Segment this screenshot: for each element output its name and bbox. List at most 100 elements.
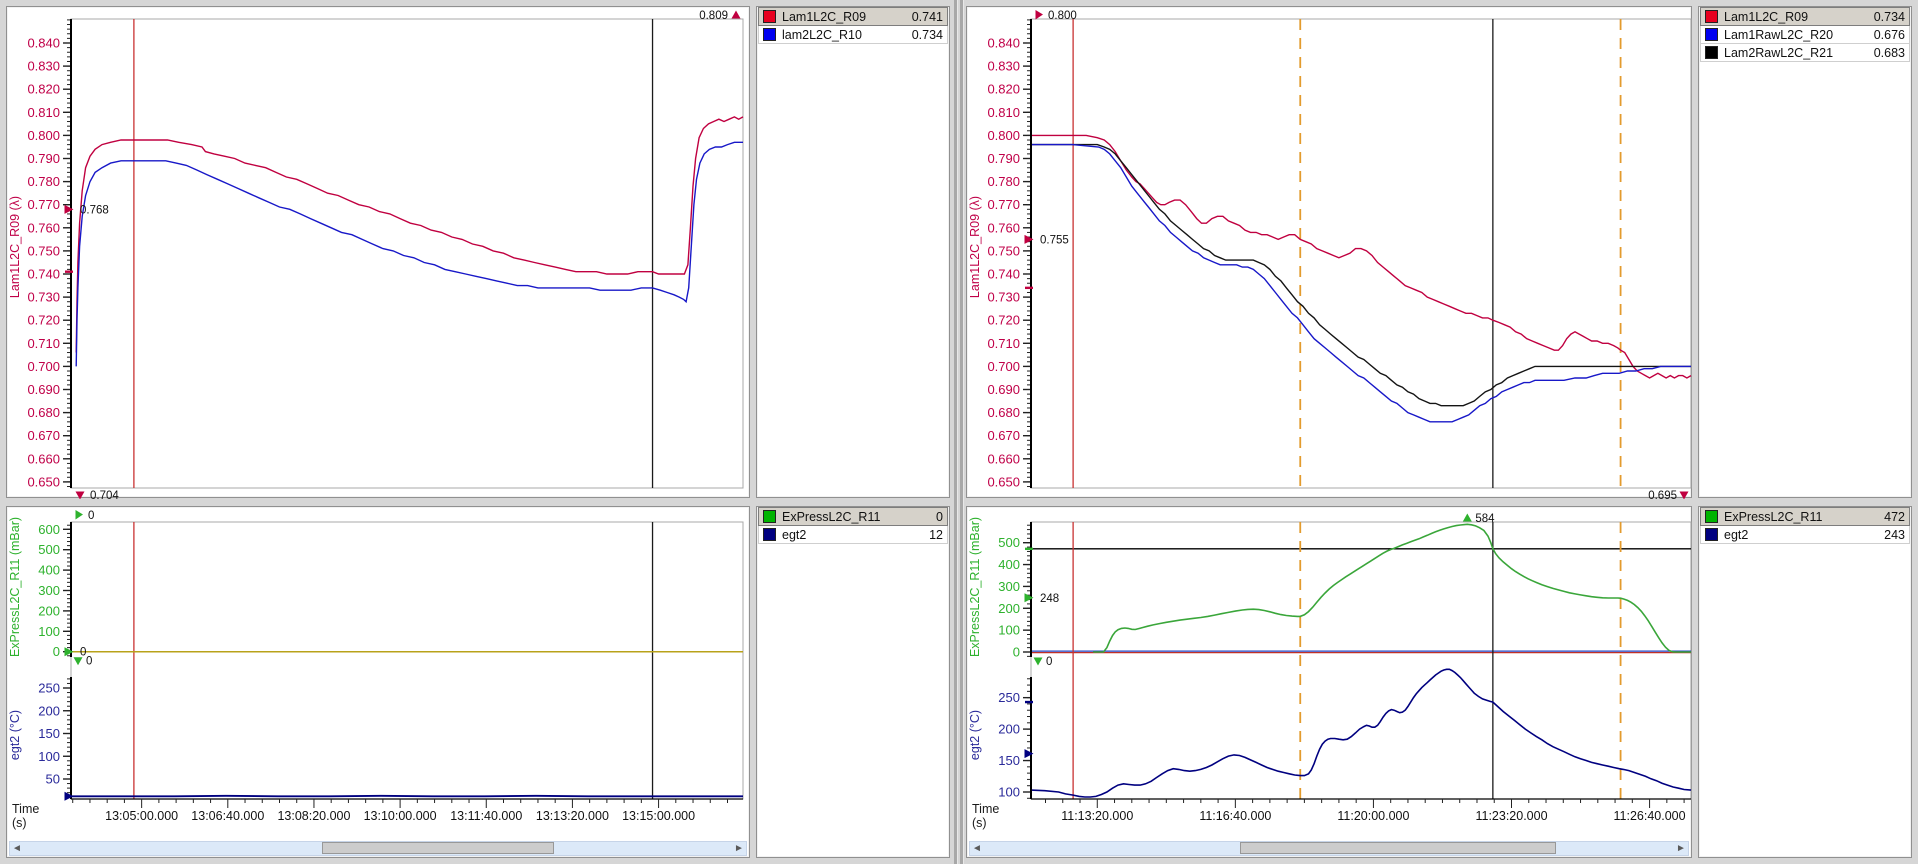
time-tick-label: 11:20:00.000 <box>1337 809 1409 823</box>
scrollbar-track[interactable] <box>985 842 1673 855</box>
min-value-label: 0 <box>1046 656 1052 668</box>
current-value-arrow-icon <box>64 204 74 214</box>
time-axis-unit-label: (s) <box>12 816 27 830</box>
y-axis-title: Lam1L2C_R09 (λ) <box>8 196 22 298</box>
y-tick-label: 0 <box>1013 645 1020 660</box>
time-tick-label: 13:10:00.000 <box>364 809 437 823</box>
top-left-chart-panel: 0.840 0.830 0.820 0.810 0.800 0.790 0.780 0.770… <box>6 6 751 499</box>
scrollbar-thumb[interactable] <box>1239 842 1557 854</box>
plot-border <box>70 521 744 800</box>
y-tick-label: 500 <box>998 535 1020 550</box>
time-tick-label: 13:13:20.000 <box>536 809 609 823</box>
series-label: Lam1RawL2C_R20 <box>1724 27 1834 42</box>
y-tick-label: 250 <box>38 681 60 696</box>
y-axis-title: Lam1L2C_R09 (λ) <box>968 196 982 298</box>
time-axis-unit-label: (s) <box>972 816 987 830</box>
scrollbar-thumb[interactable] <box>321 842 555 854</box>
legend-row-egt2[interactable]: egt2 243 <box>1700 525 1910 544</box>
min-marker-icon <box>1033 657 1043 666</box>
scroll-left-arrow-icon[interactable]: ◄ <box>972 843 982 854</box>
y-tick-label: 100 <box>38 624 60 639</box>
scroll-right-arrow-icon[interactable]: ► <box>1676 843 1686 854</box>
current-value-label: 0 <box>80 647 86 659</box>
time-scrollbar[interactable]: ◄ ► <box>969 841 1689 856</box>
y-tick-label: 0 <box>53 644 60 659</box>
vertical-splitter[interactable] <box>952 0 966 864</box>
series-label: lam2L2C_R10 <box>782 27 862 42</box>
series-value: 0.741 <box>911 9 943 24</box>
series-color-swatch <box>763 510 776 523</box>
series-color-swatch <box>763 528 776 541</box>
pressure-egt-chart-2[interactable]: 500 400 300 200 100 0 ExPressL2C_R11 (mBar) 250… <box>967 507 1693 859</box>
min-value-label: 0 <box>86 656 92 668</box>
series-ExPressL2C_R11 <box>1093 523 1691 653</box>
scroll-left-arrow-icon[interactable]: ◄ <box>12 843 22 854</box>
y-tick-label: 0.650 <box>27 474 60 489</box>
legend-row-Lam1RawL2C_R20[interactable]: Lam1RawL2C_R20 0.676 <box>1700 25 1910 44</box>
y-tick-label: 0.750 <box>27 243 60 258</box>
series-label: ExPressL2C_R11 <box>782 509 881 524</box>
y-axis-title: ExPressL2C_R11 (mBar) <box>968 517 982 657</box>
y-axis-title: egt2 (°C) <box>8 710 22 760</box>
time-tick-label: 13:05:00.000 <box>105 809 178 823</box>
bottom-right-chart-panel: 500 400 300 200 100 0 ExPressL2C_R11 (mBar) 250… <box>966 506 1692 858</box>
max-marker-icon <box>1035 10 1043 20</box>
current-value-label: 248 <box>1040 593 1059 605</box>
legend-row-lam2L2C_R10[interactable]: lam2L2C_R10 0.734 <box>758 25 948 44</box>
time-tick-label: 13:06:40.000 <box>191 809 264 823</box>
scrollbar-track[interactable] <box>25 842 731 855</box>
bottom-left-chart-panel: 600 500 400 300 200 100 0 ExPressL2C_R11 (mBar)… <box>6 506 750 858</box>
y-tick-label: 300 <box>998 579 1020 594</box>
series-color-swatch <box>1705 46 1718 59</box>
current-value-label: 0.768 <box>80 204 109 216</box>
series-color-swatch <box>763 28 776 41</box>
top-left-legend-panel: Lam1L2C_R09 0.741 lam2L2C_R10 0.734 <box>756 6 950 498</box>
scroll-right-arrow-icon[interactable]: ► <box>734 843 744 854</box>
y-tick-label: 0.740 <box>987 267 1020 282</box>
y-tick-label: 100 <box>998 785 1020 800</box>
y-tick-label: 0.740 <box>27 267 60 282</box>
legend-row-Lam2RawL2C_R21[interactable]: Lam2RawL2C_R21 0.683 <box>1700 43 1910 62</box>
time-tick-label: 13:08:20.000 <box>277 809 350 823</box>
time-tick-label: 13:11:40.000 <box>450 809 522 823</box>
y-tick-label: 250 <box>998 690 1020 705</box>
legend-row-ExPressL2C_R11[interactable]: ExPressL2C_R11 472 <box>1700 507 1910 526</box>
y-tick-label: 0.810 <box>27 105 60 120</box>
y-tick-label: 200 <box>998 722 1020 737</box>
y-tick-label: 0.720 <box>27 313 60 328</box>
series-label: Lam1L2C_R09 <box>782 9 867 24</box>
series-Lam2RawL2C_R21 <box>1031 143 1691 407</box>
time-tick-label: 11:26:40.000 <box>1614 809 1686 823</box>
y-tick-label: 200 <box>38 603 60 618</box>
y-tick-label: 0.800 <box>987 128 1020 143</box>
lambda-chart-1[interactable]: 0.840 0.830 0.820 0.810 0.800 0.790 0.780 0.770… <box>7 7 751 499</box>
plot-border <box>70 18 744 489</box>
y-tick-label: 200 <box>998 601 1020 616</box>
y-tick-label: 0.830 <box>987 59 1020 74</box>
legend-row-Lam1L2C_R09[interactable]: Lam1L2C_R09 0.734 <box>1700 7 1910 26</box>
series-value: 12 <box>929 527 943 542</box>
y-tick-label: 0.690 <box>27 382 60 397</box>
min-value-label: 0.704 <box>90 490 119 499</box>
series-Lam1L2C_R09 <box>75 116 744 353</box>
series-value: 0.683 <box>1873 45 1905 60</box>
legend-row-Lam1L2C_R09[interactable]: Lam1L2C_R09 0.741 <box>758 7 948 26</box>
series-color-swatch <box>1705 28 1718 41</box>
y-tick-label: 0.840 <box>27 36 60 51</box>
time-scrollbar[interactable]: ◄ ► <box>9 841 747 856</box>
series-label: egt2 <box>782 527 807 542</box>
legend-row-ExPressL2C_R11[interactable]: ExPressL2C_R11 0 <box>758 507 948 526</box>
y-tick-label: 0.750 <box>987 243 1020 258</box>
y-tick-label: 0.670 <box>987 428 1020 443</box>
y-tick-label: 0.760 <box>987 220 1020 235</box>
time-tick-label: 11:16:40.000 <box>1199 809 1271 823</box>
y-tick-label: 0.730 <box>27 290 60 305</box>
y-tick-label: 0.700 <box>987 359 1020 374</box>
series-egt2 <box>1030 668 1692 798</box>
y-tick-label: 0.830 <box>27 59 60 74</box>
lambda-chart-2[interactable]: 0.840 0.830 0.820 0.810 0.800 0.790 0.780 0.770… <box>967 7 1693 499</box>
y-tick-label: 0.840 <box>987 36 1020 51</box>
time-axis-unit-label: Time <box>12 802 39 816</box>
legend-row-egt2[interactable]: egt2 12 <box>758 525 948 544</box>
